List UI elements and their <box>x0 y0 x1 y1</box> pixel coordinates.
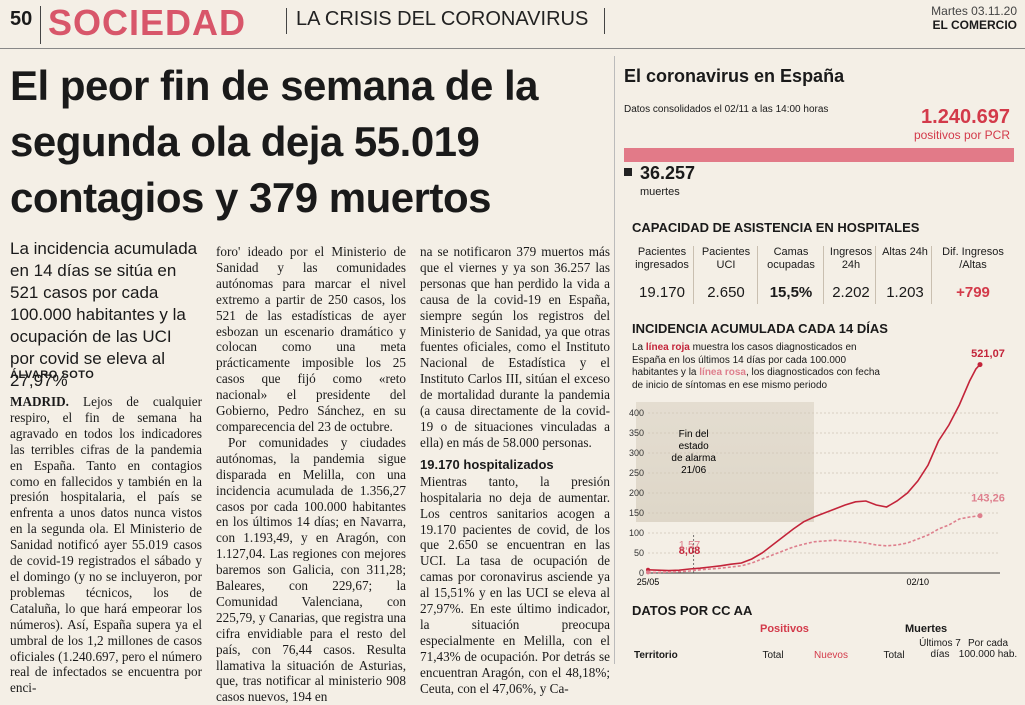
series-start-label: 8,08 <box>679 545 700 557</box>
cc-column-header: Últimos 7 días <box>919 638 961 660</box>
hospital-stat-value: 2.650 <box>707 284 745 301</box>
header-divider <box>40 6 41 44</box>
hospital-stat: Pacientes UCI 2.650 <box>696 246 756 301</box>
article-column-3: na se notificaron 379 muertos más que el… <box>420 244 610 696</box>
series-end-point <box>977 513 983 519</box>
pcr-total: 1.240.697 <box>921 106 1010 128</box>
hospital-stat-divider <box>823 246 824 304</box>
article-column-2: foro' ideado por el Ministerio de Sanida… <box>216 244 406 705</box>
series-start-label: 1,57 <box>679 539 700 551</box>
note-red-line: línea roja <box>645 342 690 353</box>
hospital-stat-divider <box>931 246 932 304</box>
hospital-stat-divider <box>693 246 694 304</box>
y-tick-label: 400 <box>629 408 644 418</box>
paragraph: na se notificaron 379 muertos más que el… <box>420 244 610 450</box>
cc-muertes-header: Muertes <box>905 623 948 635</box>
hospital-stat-divider <box>757 246 758 304</box>
header-divider <box>604 8 605 34</box>
background-photo <box>636 402 814 522</box>
cc-column-header: Total <box>762 650 784 661</box>
hospital-stat: Dif. Ingresos /Altas +799 <box>934 246 1012 301</box>
series-start-point <box>646 570 650 575</box>
y-tick-label: 250 <box>629 468 644 478</box>
paragraph: Por comunidades y ciudades autónomas, la… <box>216 434 406 705</box>
note-text: , los diagnosticados con fecha de inicio… <box>632 367 880 391</box>
hospital-stat-label: Pacientes ingresados <box>635 246 689 271</box>
dateline: MADRID. <box>10 394 69 409</box>
incidence-section-title: INCIDENCIA ACUMULADA CADA 14 DÍAS <box>632 321 888 336</box>
hospital-stat-label: Pacientes UCI <box>701 246 751 271</box>
cc-column-header: Territorio <box>634 650 678 661</box>
page-number: 50 <box>10 8 33 30</box>
incidence-note: La línea roja muestra los casos diagnost… <box>632 342 892 392</box>
cc-column-header: Total <box>883 650 905 661</box>
hospital-stat: Ingresos 24h 2.202 <box>826 246 876 301</box>
article-lead: La incidencia acumulada en 14 días se si… <box>10 239 198 390</box>
x-tick-label: 02/10 <box>906 577 929 587</box>
headline: El peor fin de semana de la segunda ola … <box>10 62 539 221</box>
hospital-section-title: CAPACIDAD DE ASISTENCIA EN HOSPITALES <box>632 220 920 235</box>
deaths-total: 36.257 <box>640 163 696 183</box>
hospital-stat-value: 15,5% <box>769 284 813 301</box>
cc-section-title: DATOS POR CC AA <box>632 603 753 618</box>
header-divider <box>286 8 287 34</box>
pcr-bar <box>624 148 1014 162</box>
byline: ÁLVARO SOTO <box>10 369 95 381</box>
hospital-stat: Altas 24h 1.203 <box>878 246 932 301</box>
deaths-marker <box>624 168 632 176</box>
y-tick-label: 0 <box>639 568 644 578</box>
cc-column-header: Por cada 100.000 hab. <box>958 638 1018 660</box>
series-line-pink <box>648 514 981 574</box>
y-tick-label: 100 <box>629 528 644 538</box>
hospital-stat-divider <box>875 246 876 304</box>
note-pink-line: línea rosa <box>699 367 746 378</box>
issue-date: Martes 03.11.20 <box>931 4 1017 18</box>
infographic-title: El coronavirus en España <box>624 66 845 86</box>
hospital-stat: Pacientes ingresados 19.170 <box>632 246 692 301</box>
paragraph: Mientras tanto, la presión hospitalaria … <box>420 473 610 696</box>
data-date-note: Datos consolidados el 02/11 a las 14:00 … <box>624 104 829 115</box>
newspaper-name: EL COMERCIO <box>932 18 1017 32</box>
note-text: La <box>632 342 646 353</box>
deaths-label: muertes <box>640 186 680 198</box>
y-tick-label: 50 <box>634 548 644 558</box>
note-text: muestra los casos diagnosticados en Espa… <box>632 342 857 378</box>
incidence-chart: 0 50 100 150 200 250 300 350 400 25/05 02/10 Fin de… <box>629 348 1005 587</box>
column-divider <box>614 56 615 664</box>
hospital-stat-label: Dif. Ingresos /Altas <box>942 246 1004 271</box>
hospital-stat-value: 1.203 <box>886 284 924 301</box>
y-tick-label: 350 <box>629 428 644 438</box>
cc-positivos-header: Positivos <box>760 623 809 635</box>
pcr-label: positivos por PCR <box>913 128 1010 142</box>
series-end-label: 143,26 <box>971 493 1005 505</box>
series-end-point <box>977 362 983 368</box>
x-tick-label: 25/05 <box>637 577 660 587</box>
hospital-stat-label: Ingresos 24h <box>829 246 873 271</box>
column-text: Lejos de cualquier respiro, el fin de se… <box>10 394 202 696</box>
y-tick-label: 200 <box>629 488 644 498</box>
hospital-stat: Camas ocupadas 15,5% <box>760 246 822 301</box>
section-title: SOCIEDAD <box>48 2 247 43</box>
y-tick-label: 300 <box>629 448 644 458</box>
paragraph: foro' ideado por el Ministerio de Sanida… <box>216 244 406 434</box>
alarm-annotation: Fin del estado de alarma 21/06 <box>671 429 716 476</box>
hospital-stat-value: 19.170 <box>639 284 685 301</box>
subsection-title: LA CRISIS DEL CORONAVIRUS <box>296 8 589 30</box>
hospital-stat-value: +799 <box>956 284 990 301</box>
series-line-red <box>647 364 981 572</box>
hospital-stat-label: Altas 24h <box>882 246 928 258</box>
y-tick-label: 150 <box>629 508 644 518</box>
column-subhead: 19.170 hospitalizados <box>420 456 554 472</box>
header-rule <box>0 48 1025 49</box>
hospital-stat-value: 2.202 <box>832 284 870 301</box>
hospital-stat-label: Camas ocupadas <box>767 246 815 271</box>
series-end-label: 521,07 <box>971 348 1005 360</box>
cc-column-header: Nuevos <box>814 650 848 661</box>
article-column-1: MADRID. Lejos de cualquier respiro, el f… <box>10 394 202 696</box>
